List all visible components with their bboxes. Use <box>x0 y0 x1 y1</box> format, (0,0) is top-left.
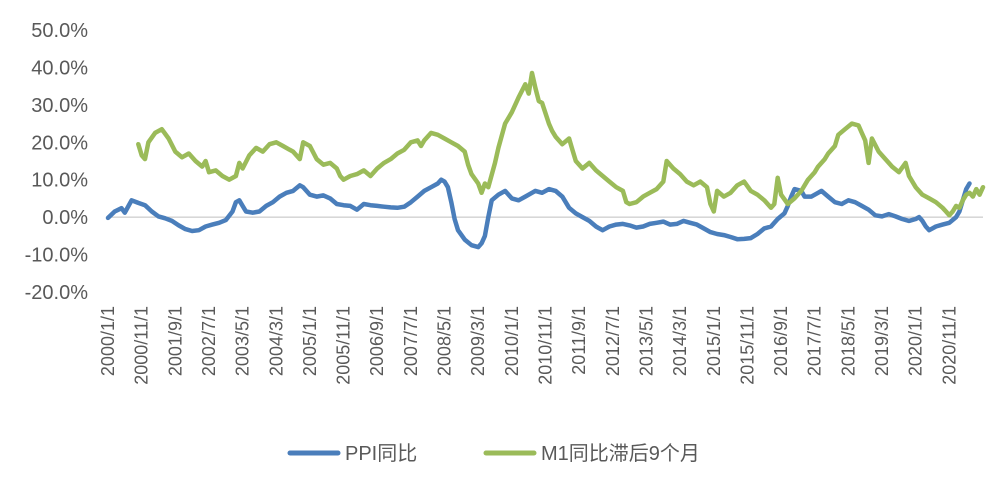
x-tick-label: 2004/3/1 <box>266 306 286 376</box>
legend-label-ppi: PPI同比 <box>345 442 417 465</box>
x-tick-label: 2020/11/1 <box>939 306 959 385</box>
series-lines <box>105 70 986 250</box>
y-axis-tick-labels: 50.0% 40.0% 30.0% 20.0% 10.0% 0.0% -10.0% -20.0… <box>25 20 89 304</box>
x-tick-label: 2010/1/1 <box>502 306 522 376</box>
x-tick-label: 2002/7/1 <box>199 306 219 376</box>
x-tick-label: 2019/3/1 <box>872 306 892 376</box>
x-tick-label: 2012/7/1 <box>603 306 623 376</box>
x-tick-label: 2010/11/1 <box>536 306 556 385</box>
x-tick-label: 2015/1/1 <box>704 306 724 376</box>
y-tick-label: 0.0% <box>42 207 88 229</box>
x-tick-label: 2015/11/1 <box>737 306 757 385</box>
y-tick-label: 40.0% <box>31 57 88 79</box>
ppi-series-line <box>105 177 972 250</box>
x-tick-label: 2006/9/1 <box>367 306 387 376</box>
legend: PPI同比 M1同比滞后9个月 <box>287 442 700 465</box>
x-tick-label: 2011/9/1 <box>569 306 589 375</box>
x-tick-label: 2014/3/1 <box>670 306 690 376</box>
x-tick-label: 2009/3/1 <box>468 306 488 376</box>
x-tick-label: 2000/1/1 <box>98 306 118 376</box>
x-tick-label: 2017/7/1 <box>805 306 825 376</box>
x-tick-label: 2020/1/1 <box>906 306 926 376</box>
x-tick-label: 2003/5/1 <box>233 306 253 376</box>
y-tick-label: 20.0% <box>31 132 88 154</box>
y-tick-label: -20.0% <box>25 282 89 304</box>
x-tick-label: 2000/11/1 <box>132 306 152 385</box>
x-tick-label: 2007/7/1 <box>401 306 421 376</box>
x-tick-label: 2005/1/1 <box>300 306 320 376</box>
x-axis-tick-labels: 2000/1/1 2000/11/1 2001/9/1 2002/7/1 2003/5/… <box>98 306 959 385</box>
m1-series-line <box>136 70 986 218</box>
x-tick-label: 2008/5/1 <box>435 306 455 376</box>
x-tick-label: 2013/5/1 <box>636 306 656 376</box>
y-tick-label: 10.0% <box>31 170 88 192</box>
y-tick-label: 30.0% <box>31 95 88 117</box>
y-tick-label: 50.0% <box>31 20 88 42</box>
x-tick-label: 2001/9/1 <box>165 306 185 376</box>
y-tick-label: -10.0% <box>25 245 89 267</box>
x-tick-label: 2018/5/1 <box>838 306 858 376</box>
x-tick-label: 2016/9/1 <box>771 306 791 376</box>
legend-label-m1: M1同比滞后9个月 <box>541 442 700 465</box>
x-tick-label: 2005/11/1 <box>334 306 354 385</box>
